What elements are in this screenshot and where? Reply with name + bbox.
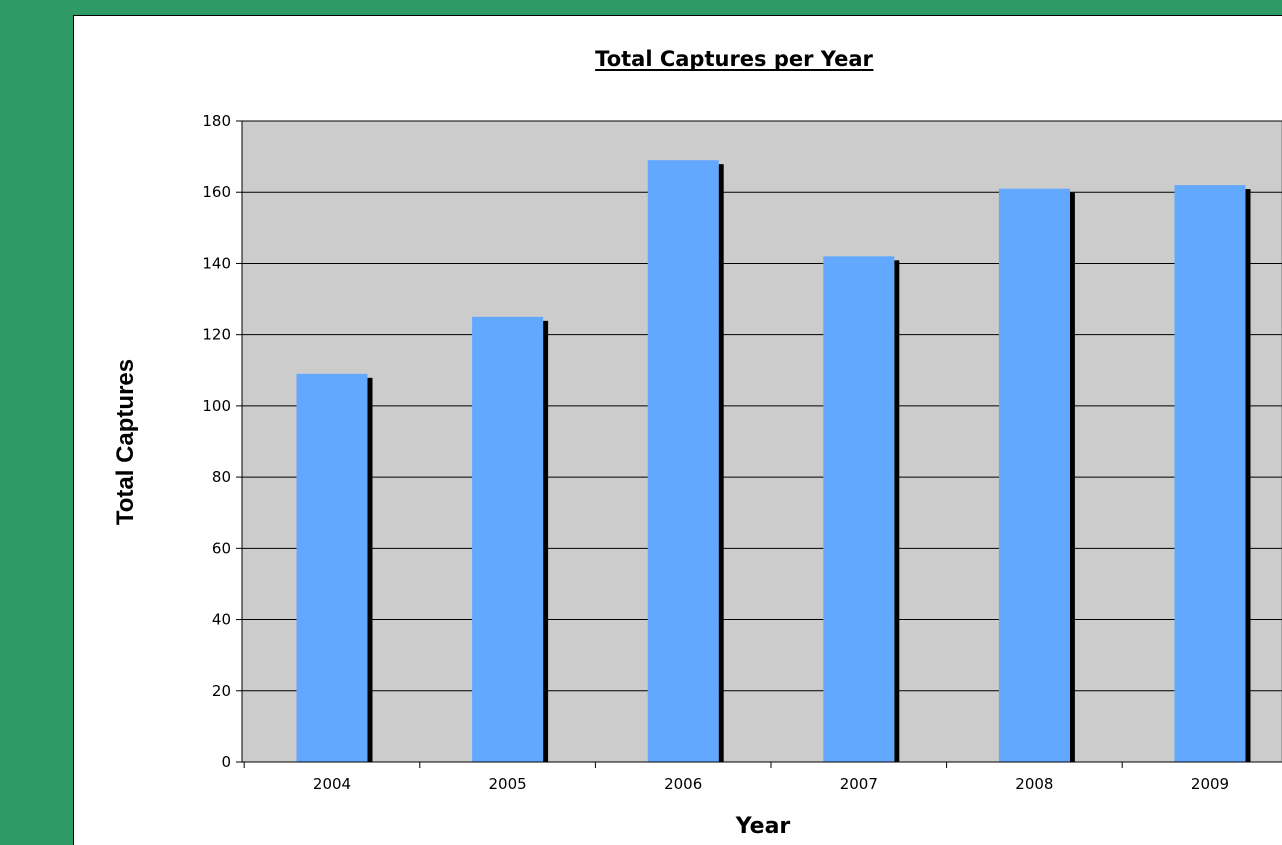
y-tick-label-20: 20 [212,682,231,700]
bar-shadow-2006 [718,164,724,762]
x-tick-label-2007: 2007 [840,775,878,793]
chart-title: Total Captures per Year [595,47,873,71]
y-tick-label-140: 140 [202,254,231,272]
bar-shadow-2009 [1245,189,1251,763]
x-tick-label-2004: 2004 [313,775,351,793]
y-tick-label-60: 60 [212,539,231,557]
x-tick-label-2006: 2006 [664,775,702,793]
x-tick-label-2005: 2005 [489,775,527,793]
x-tick-label-2008: 2008 [1015,775,1053,793]
plot-area [241,120,1282,763]
bar-2008 [998,188,1070,762]
x-tick-labels: 2004 2005 2006 2007 2008 2009 [313,775,1229,793]
bar-2009 [1174,185,1246,763]
y-tick-labels: 0 20 40 60 80 100 120 140 160 180 [202,112,231,771]
y-tick-label-160: 160 [202,183,231,201]
gridlines [242,120,1282,692]
bar-2007 [823,256,895,762]
bars [296,160,1251,763]
y-axis-label: Total Captures [112,359,139,525]
bar-2006 [647,160,719,762]
x-tick-label-2009: 2009 [1191,775,1229,793]
y-tick-label-40: 40 [212,611,231,629]
y-tick-label-0: 0 [221,753,231,771]
y-tick-label-180: 180 [202,112,231,130]
x-axis-label: Year [735,814,791,839]
bar-shadow-2008 [1069,192,1075,762]
bar-shadow-2004 [367,377,373,762]
bar-shadow-2007 [894,260,900,762]
y-tick-label-120: 120 [202,326,231,344]
y-tick-label-100: 100 [202,397,231,415]
bar-shadow-2005 [543,320,549,762]
bar-2004 [296,373,368,762]
axes [236,120,1282,768]
y-tick-label-80: 80 [212,468,231,486]
bar-2005 [472,316,544,762]
